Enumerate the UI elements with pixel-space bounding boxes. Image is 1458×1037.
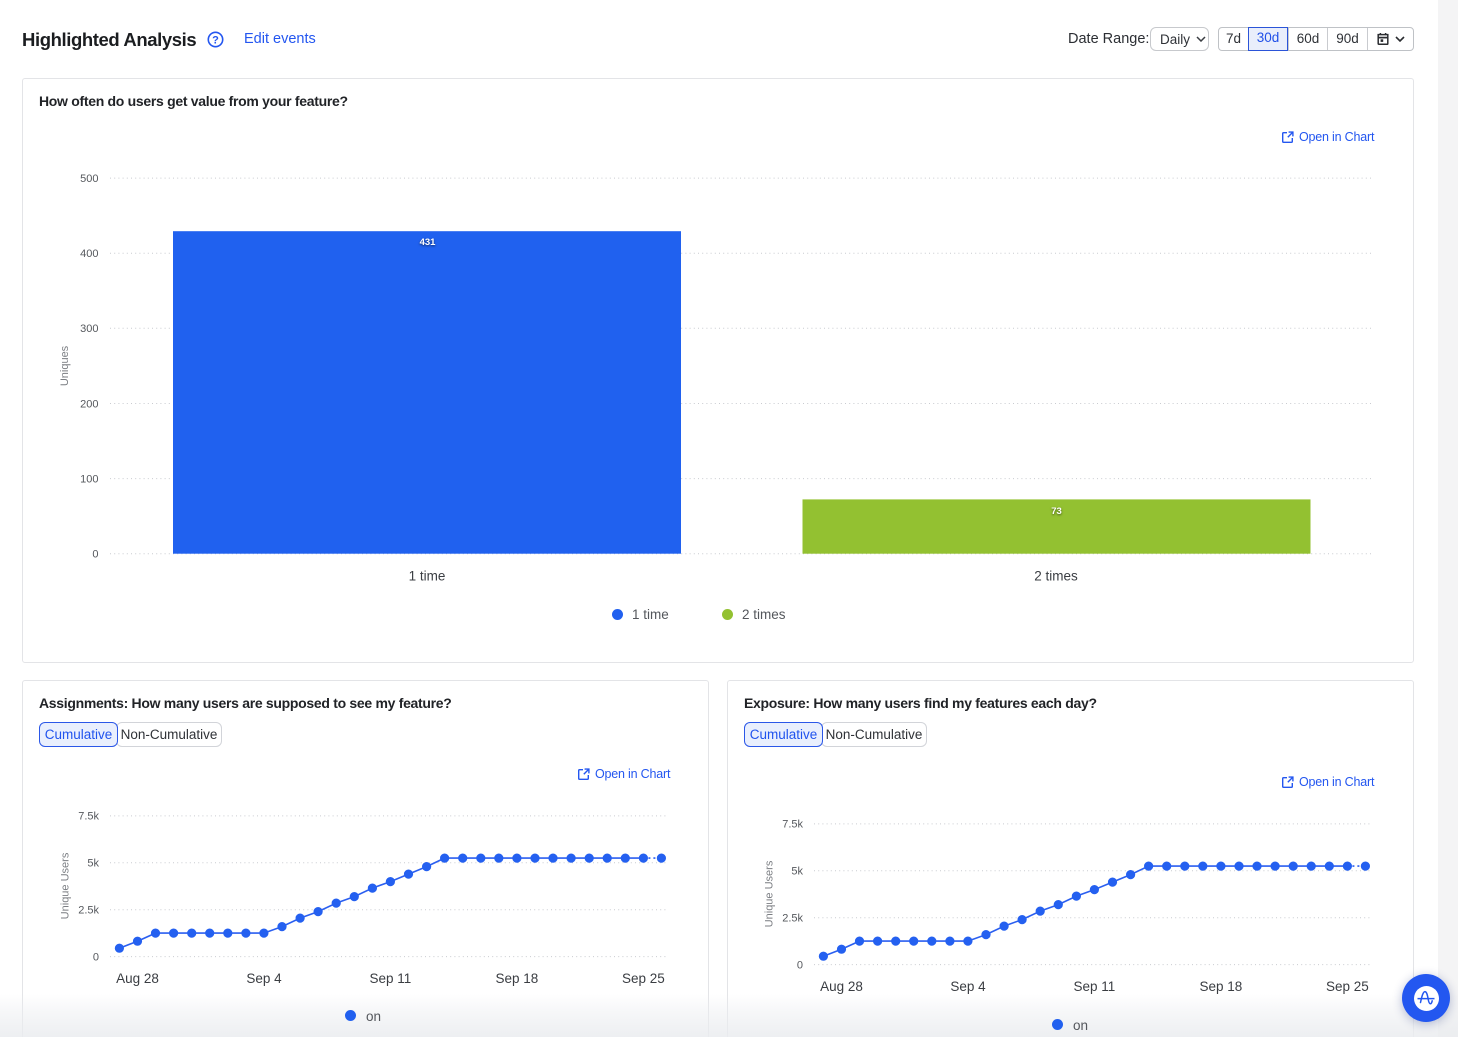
svg-text:?: ? — [212, 34, 219, 46]
